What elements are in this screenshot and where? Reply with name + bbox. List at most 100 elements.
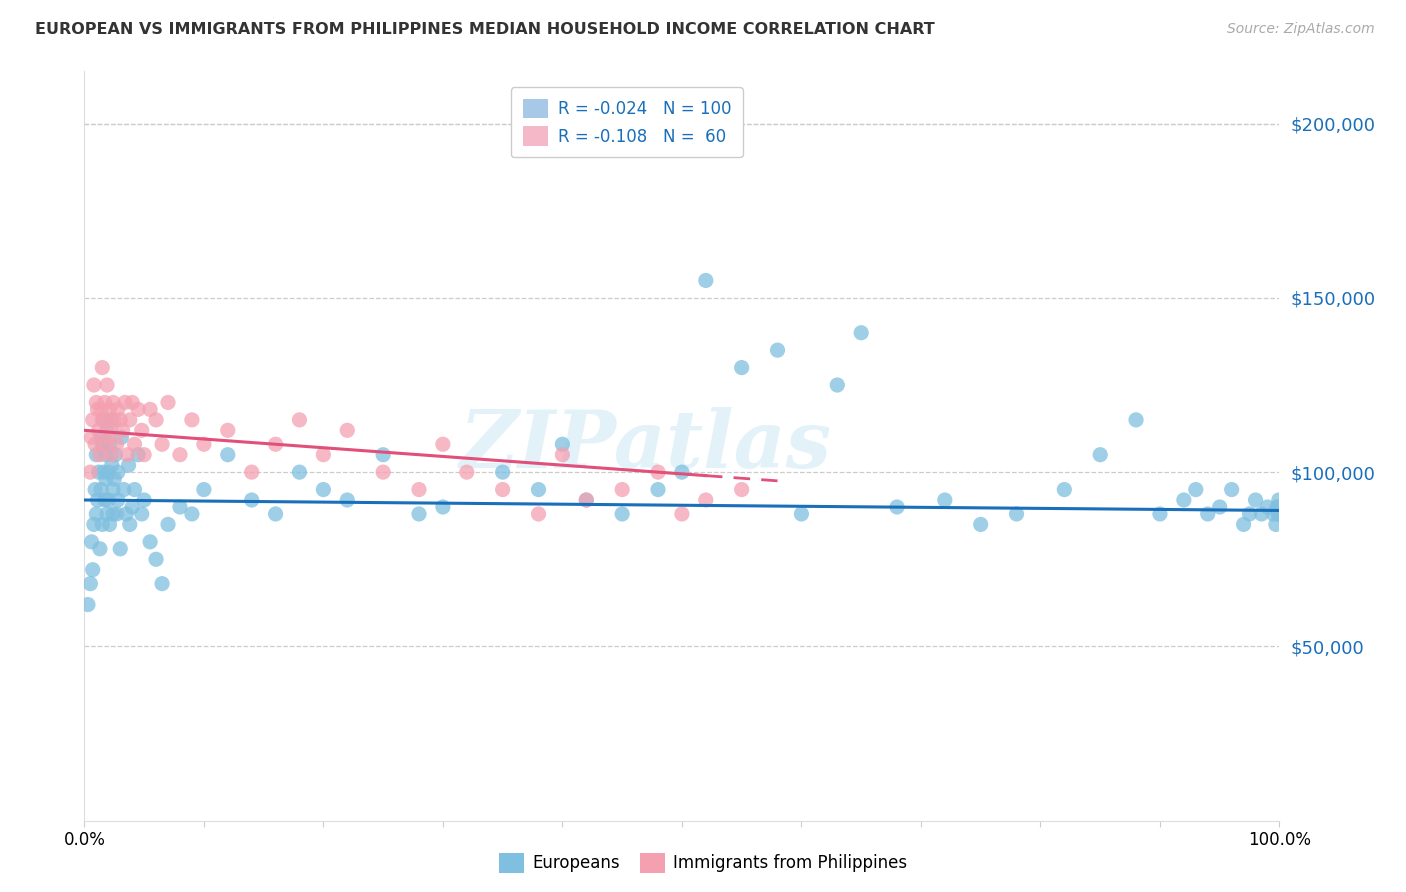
Point (1005, 507, 1028, 521)
Point (94, 472, 117, 486)
Point (82, 563, 104, 577)
Point (1185, 483, 1208, 497)
Point (169, 500, 191, 514)
Point (1149, 507, 1171, 521)
Point (288, 413, 311, 427)
Point (100, 423, 122, 437)
Point (93, 437, 115, 451)
Point (731, 360, 754, 375)
Point (157, 517, 180, 532)
Point (408, 483, 430, 497)
Point (112, 483, 135, 497)
Point (432, 500, 454, 514)
Point (84, 437, 107, 451)
Point (312, 483, 335, 497)
Point (1173, 493, 1195, 508)
Point (970, 517, 993, 532)
Point (1268, 507, 1291, 521)
Point (83, 517, 105, 532)
Point (288, 465, 311, 479)
Point (1264, 517, 1286, 532)
Point (1220, 483, 1243, 497)
Point (1197, 507, 1219, 521)
Point (827, 378, 849, 392)
Point (96, 423, 118, 437)
Point (145, 413, 167, 427)
Point (96, 507, 118, 521)
Point (89, 448, 111, 462)
Point (240, 493, 263, 508)
Point (181, 413, 204, 427)
Point (575, 493, 598, 508)
Point (312, 448, 335, 462)
Text: Source: ZipAtlas.com: Source: ZipAtlas.com (1227, 22, 1375, 37)
Point (1263, 507, 1285, 521)
Point (117, 448, 139, 462)
Point (93, 493, 115, 508)
Point (93, 465, 115, 479)
Point (107, 493, 129, 508)
Point (145, 552, 167, 566)
Point (87, 423, 110, 437)
Point (87, 465, 110, 479)
Point (121, 500, 143, 514)
Point (115, 507, 138, 521)
Point (86, 395, 108, 409)
Point (97, 493, 120, 508)
Point (150, 576, 173, 591)
Point (90, 483, 112, 497)
Point (1268, 493, 1291, 508)
Point (527, 483, 550, 497)
Point (886, 500, 908, 514)
Point (851, 326, 873, 340)
Point (96, 378, 118, 392)
Point (492, 465, 515, 479)
Point (93, 413, 115, 427)
Point (131, 423, 153, 437)
Point (132, 493, 156, 508)
Point (1090, 448, 1112, 462)
Point (110, 541, 132, 556)
Legend: R = -0.024   N = 100, R = -0.108   N =  60: R = -0.024 N = 100, R = -0.108 N = 60 (510, 87, 742, 157)
Point (101, 507, 124, 521)
Point (97, 430, 120, 444)
Point (1053, 483, 1076, 497)
Point (1209, 500, 1232, 514)
Point (124, 483, 146, 497)
Point (103, 413, 125, 427)
Point (647, 465, 669, 479)
Point (105, 437, 128, 451)
Point (91, 437, 114, 451)
Point (77, 598, 100, 612)
Point (100, 413, 122, 427)
Point (103, 472, 125, 486)
Point (240, 465, 263, 479)
Point (127, 402, 149, 417)
Point (124, 437, 146, 451)
Point (79, 576, 101, 591)
Point (107, 465, 129, 479)
Point (790, 507, 813, 521)
Text: EUROPEAN VS IMMIGRANTS FROM PHILIPPINES MEDIAN HOUSEHOLD INCOME CORRELATION CHAR: EUROPEAN VS IMMIGRANTS FROM PHILIPPINES … (35, 22, 935, 37)
Point (89, 541, 111, 556)
Point (98, 517, 121, 532)
Point (94, 448, 117, 462)
Point (432, 437, 454, 451)
Point (118, 413, 141, 427)
Point (671, 507, 693, 521)
Point (193, 483, 215, 497)
Point (1125, 413, 1147, 427)
Point (408, 507, 430, 521)
Point (83, 378, 105, 392)
Point (101, 395, 124, 409)
Point (131, 507, 153, 521)
Point (104, 448, 127, 462)
Point (336, 493, 359, 508)
Point (86, 402, 108, 417)
Point (1265, 500, 1288, 514)
Point (169, 448, 191, 462)
Point (101, 458, 124, 472)
Point (336, 423, 359, 437)
Point (1268, 500, 1291, 514)
Point (132, 448, 156, 462)
